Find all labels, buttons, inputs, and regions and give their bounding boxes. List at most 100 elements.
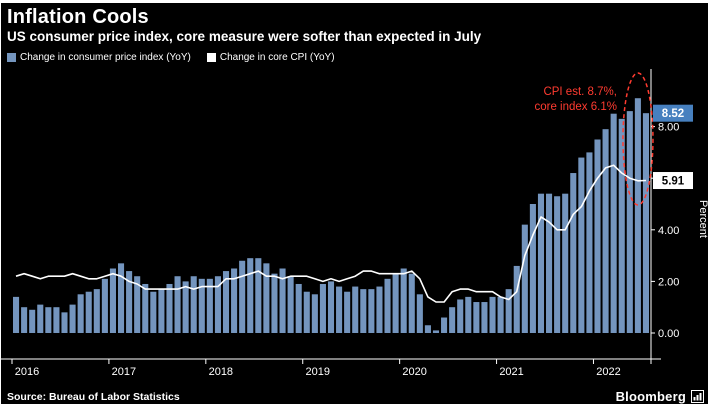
cpi-bar	[529, 204, 536, 333]
cpi-bar	[441, 317, 448, 333]
cpi-bar	[77, 294, 84, 333]
footer: Source: Bureau of Labor Statistics Bloom…	[1, 387, 708, 404]
cpi-bar	[190, 276, 197, 333]
cpi-bar	[182, 281, 189, 333]
cpi-bar	[158, 289, 165, 333]
cpi-bar	[416, 294, 423, 333]
cpi-bar	[134, 276, 141, 333]
cpi-bar	[142, 283, 149, 333]
annotation-line2: core index 6.1%	[534, 101, 616, 113]
cpi-bar	[457, 299, 464, 333]
cpi-bar	[101, 278, 108, 333]
cpi-bar	[93, 289, 100, 333]
x-tick-label: 2017	[112, 366, 136, 378]
y-axis-title: Percent	[697, 200, 709, 238]
cpi-bar	[360, 289, 367, 333]
cpi-bar	[473, 302, 480, 333]
cpi-bar	[231, 268, 238, 333]
y-tick-label: 0.00	[658, 328, 679, 340]
cpi-bar	[449, 307, 456, 333]
cpi-bar	[481, 302, 488, 333]
cpi-bar	[505, 289, 512, 333]
cpi-bar	[546, 193, 553, 333]
cpi-bar	[384, 278, 391, 333]
core-cpi-value-badge	[653, 172, 693, 190]
cpi-bar	[562, 193, 569, 333]
cpi-bar	[21, 307, 28, 333]
x-tick-label: 2021	[499, 366, 523, 378]
y-tick-label: 8.00	[658, 122, 679, 134]
cpi-bar	[206, 278, 213, 333]
cpi-bar	[214, 276, 221, 333]
cpi-bar	[578, 157, 585, 333]
cpi-bar	[336, 286, 343, 333]
cpi-bar	[424, 325, 431, 333]
cpi-bar	[239, 260, 246, 333]
cpi-bar	[400, 268, 407, 333]
cpi-series-swatch-icon	[7, 53, 16, 62]
y-tick-label: 2.00	[658, 276, 679, 288]
cpi-bar	[61, 312, 68, 333]
cpi-bar	[642, 113, 649, 334]
cpi-bar	[279, 268, 286, 333]
x-tick-label: 2020	[402, 366, 426, 378]
cpi-bar	[13, 296, 20, 333]
annotation-line1: CPI est. 8.7%,	[543, 86, 617, 98]
bloomberg-brand: Bloomberg	[616, 389, 704, 404]
cpi-bar	[626, 111, 633, 333]
cpi-bar	[432, 330, 440, 333]
cpi-bar	[150, 291, 157, 333]
cpi-bar	[554, 196, 561, 333]
x-tick-label: 2022	[596, 366, 620, 378]
cpi-bar	[489, 296, 496, 333]
x-tick-label: 2016	[15, 366, 39, 378]
cpi-bar	[344, 291, 351, 333]
cpi-bar	[521, 224, 528, 333]
cpi-bar	[45, 307, 52, 333]
legend-label-core-cpi: Change in core CPI (YoY)	[219, 52, 335, 63]
cpi-bar	[295, 283, 302, 333]
chart-subtitle: US consumer price index, core measure we…	[7, 29, 482, 44]
legend-item-core-cpi: Change in core CPI (YoY)	[206, 52, 335, 63]
cpi-bar	[37, 304, 44, 333]
cpi-bar	[586, 152, 593, 333]
cpi-bar	[513, 265, 520, 333]
cpi-bar	[634, 98, 641, 333]
cpi-bar	[222, 271, 230, 333]
cpi-bar	[166, 283, 173, 333]
legend-item-cpi: Change in consumer price index (YoY)	[7, 52, 191, 63]
core-cpi-line	[15, 164, 647, 303]
cpi-bar	[69, 304, 76, 333]
cpi-bar	[303, 291, 310, 333]
bloomberg-terminal-chart-icon	[691, 390, 704, 403]
cpi-bar	[594, 139, 601, 333]
cpi-chart: 0.002.004.006.008.0020162017201820192020…	[1, 69, 709, 387]
cpi-bar	[392, 273, 399, 333]
cpi-bar	[537, 193, 545, 333]
highlight-ellipse	[622, 72, 654, 206]
cpi-bar	[327, 281, 335, 333]
cpi-bar	[109, 268, 116, 333]
legend: Change in consumer price index (YoY) Cha…	[7, 52, 335, 63]
cpi-bar	[198, 278, 205, 333]
source-text: Source: Bureau of Labor Statistics	[7, 390, 180, 403]
cpi-bar	[368, 289, 375, 333]
cpi-bar	[570, 173, 577, 333]
cpi-bar	[271, 273, 278, 333]
cpi-value-badge	[653, 104, 693, 122]
y-tick-label: 4.00	[658, 225, 679, 237]
cpi-bar	[408, 273, 415, 333]
cpi-bar	[174, 276, 181, 333]
legend-label-cpi: Change in consumer price index (YoY)	[20, 52, 191, 63]
cpi-bar	[352, 286, 359, 333]
cpi-bar	[126, 271, 133, 333]
cpi-bar	[247, 258, 254, 333]
cpi-bar	[29, 309, 36, 333]
chart-title: Inflation Cools	[7, 6, 149, 28]
badge-value-label: 5.91	[662, 176, 685, 188]
badge-value-label: 8.52	[662, 108, 684, 120]
cpi-bar	[263, 263, 270, 333]
cpi-bar	[311, 294, 318, 333]
cpi-bar	[85, 291, 92, 333]
